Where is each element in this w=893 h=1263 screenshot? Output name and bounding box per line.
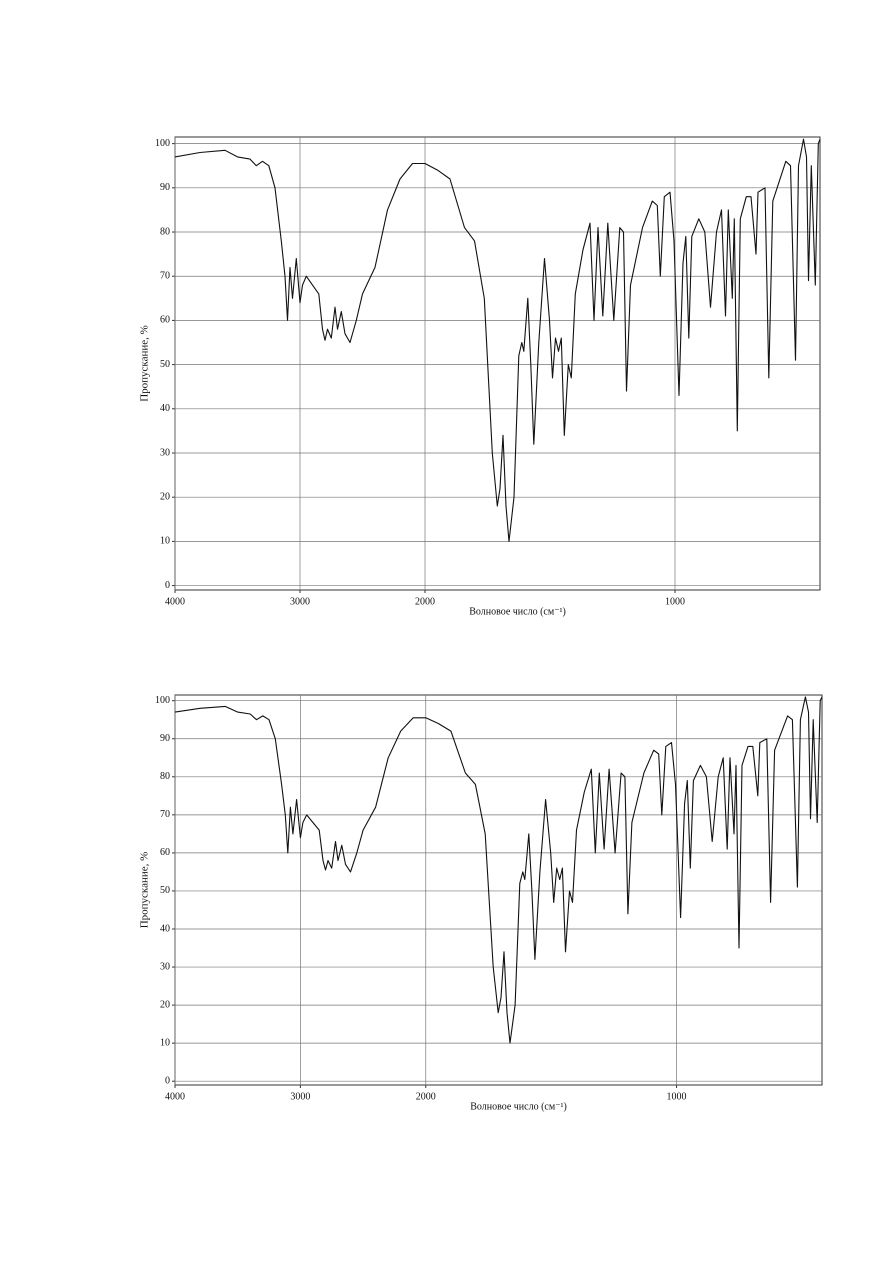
x-axis-label: Волновое число (см⁻¹) — [470, 1101, 567, 1112]
spectrum-line — [174, 138, 821, 542]
x-tick-label: 3000 — [290, 596, 310, 607]
x-tick-label: 2000 — [415, 596, 435, 607]
y-axis-label: Пропускание, % — [139, 325, 151, 402]
y-tick-label: 0 — [165, 1075, 170, 1086]
y-tick-label: 20 — [160, 491, 170, 502]
plot-frame — [174, 136, 821, 591]
y-tick-label: 60 — [160, 847, 170, 858]
y-tick-label: 60 — [160, 315, 170, 326]
spectrum-line — [174, 696, 823, 1044]
x-tick-label: 1000 — [665, 596, 685, 607]
y-tick-label: 20 — [160, 999, 170, 1010]
y-tick-label: 50 — [160, 885, 170, 896]
y-axis-label: Пропускание, % — [139, 852, 151, 929]
y-tick-label: 100 — [155, 695, 170, 706]
x-tick-label: 4000 — [165, 1091, 185, 1102]
y-tick-label: 90 — [160, 733, 170, 744]
x-tick-label: 3000 — [290, 1091, 310, 1102]
y-tick-label: 90 — [160, 182, 170, 193]
y-tick-label: 70 — [160, 809, 170, 820]
y-tick-label: 30 — [160, 961, 170, 972]
plot-frame — [174, 694, 823, 1086]
y-tick-label: 80 — [160, 771, 170, 782]
y-tick-label: 70 — [160, 271, 170, 282]
y-tick-label: 80 — [160, 226, 170, 237]
x-axis-label: Волновое число (см⁻¹) — [469, 606, 566, 617]
y-tick-label: 40 — [160, 403, 170, 414]
y-tick-label: 30 — [160, 447, 170, 458]
x-tick-label: 2000 — [416, 1091, 436, 1102]
y-tick-label: 10 — [160, 536, 170, 547]
y-tick-label: 10 — [160, 1037, 170, 1048]
y-tick-label: 40 — [160, 923, 170, 934]
y-tick-label: 50 — [160, 359, 170, 370]
x-tick-label: 4000 — [165, 596, 185, 607]
x-tick-label: 1000 — [667, 1091, 687, 1102]
y-tick-label: 100 — [155, 138, 170, 149]
y-tick-label: 0 — [165, 580, 170, 591]
